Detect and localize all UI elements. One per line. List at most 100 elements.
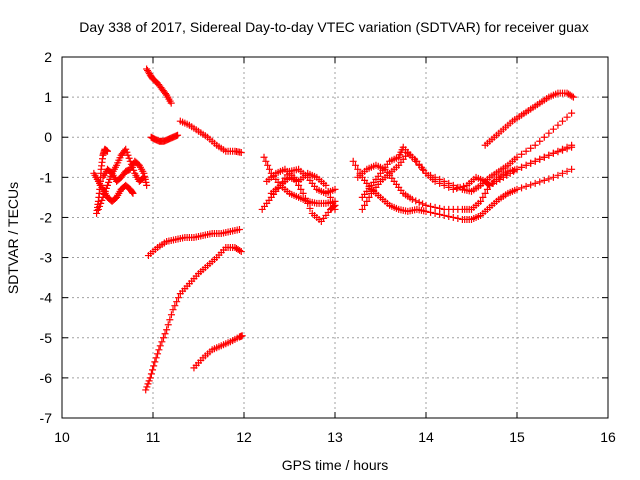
data-point [100,190,108,198]
data-point [171,302,179,310]
data-point [141,172,149,180]
data-point [568,165,576,173]
series-s15 [349,157,576,223]
data-point [559,145,566,153]
data-point [527,181,535,189]
data-point [568,92,576,100]
data-point [540,153,548,161]
data-point [329,199,337,207]
y-tick-label: 1 [44,89,52,105]
x-tick-label: 15 [509,429,525,445]
data-point [431,177,439,185]
data-point [144,380,152,388]
data-point [236,247,244,255]
data-point [143,181,151,189]
series-s6 [147,131,182,145]
data-marks [90,65,577,394]
data-point [549,149,557,157]
x-tick-label: 11 [146,429,161,445]
series-s7 [176,117,245,156]
data-point [449,185,457,193]
data-point [173,298,181,306]
data-point [453,184,461,192]
data-point [331,185,339,193]
data-point [351,161,359,169]
data-point [440,181,448,189]
data-point [140,169,148,177]
data-point [545,129,553,137]
data-point [479,193,487,201]
data-point [483,185,491,193]
data-point [563,167,571,175]
data-point [518,150,526,158]
data-point [536,155,544,163]
y-tick-label: 2 [44,49,52,65]
data-point [436,210,444,218]
data-point [260,153,268,161]
series-s5 [143,65,175,107]
data-point [449,213,457,221]
data-point [569,93,577,101]
series-s8 [144,225,243,260]
data-point [513,165,521,173]
y-tick-label: -1 [40,169,53,185]
data-point [436,204,444,212]
data-point [97,199,105,207]
data-point [563,143,571,151]
data-point [513,185,521,193]
data-point [427,202,435,210]
data-point [568,141,576,149]
data-point [104,147,111,155]
data-point [540,133,548,141]
data-point [162,90,170,98]
data-point [422,207,430,215]
series-s9 [142,244,245,394]
data-point [167,99,175,107]
series-s14 [267,169,339,213]
data-point [146,374,154,382]
data-point [331,205,339,213]
x-tick-label: 12 [236,429,252,445]
data-point [125,154,133,162]
data-point [518,163,526,171]
data-point [98,196,106,204]
data-point [361,201,369,209]
data-point [101,187,109,195]
data-point [408,195,416,203]
data-point [365,193,373,201]
data-point [445,212,453,220]
data-point [299,189,307,197]
data-point [427,208,435,216]
data-point [554,147,562,155]
data-point [549,173,557,181]
data-point [522,147,530,155]
data-point [412,197,420,205]
data-point [477,197,485,205]
data-point [326,193,334,201]
data-point [94,205,102,213]
data-point [445,183,453,191]
x-axis-label: GPS time / hours [282,457,389,473]
data-point [237,148,245,156]
data-point [262,157,270,165]
data-point [481,189,489,197]
data-point [536,178,544,186]
y-tick-label: -6 [40,370,53,386]
series-s13 [263,165,339,225]
y-tick-label: -2 [40,209,53,225]
data-point [96,202,104,210]
x-tick-label: 13 [327,429,343,445]
data-point [163,326,171,334]
y-tick-label: -5 [40,330,53,346]
data-point [150,362,158,370]
data-point [536,137,544,145]
data-point [264,161,272,169]
data-point [431,209,439,217]
data-point [513,153,521,161]
data-point [143,383,151,391]
series-s10 [190,332,246,372]
y-tick-label: -4 [40,290,53,306]
data-point [166,316,174,324]
data-point [102,184,110,192]
